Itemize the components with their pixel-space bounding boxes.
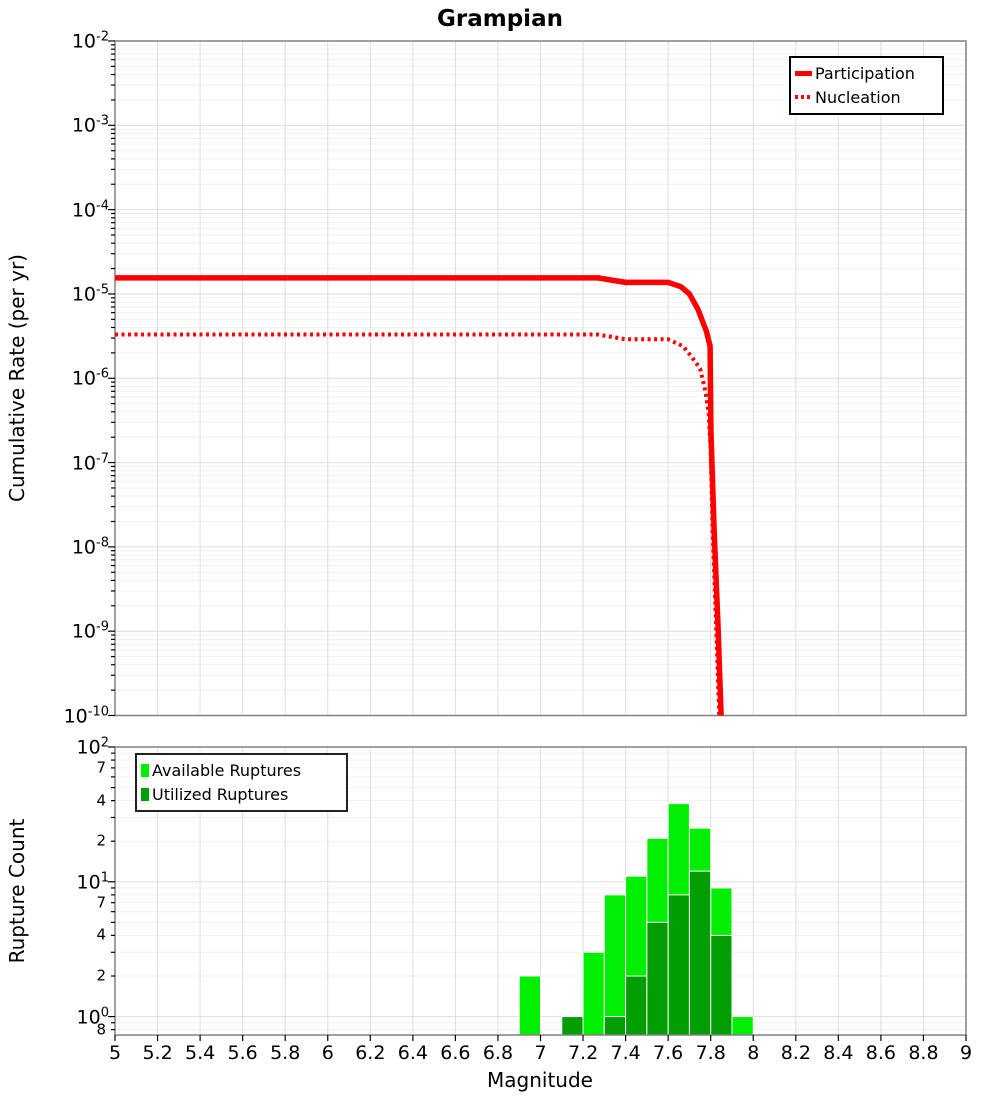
x-tick-label: 7.2 (567, 1042, 599, 1064)
x-tick-label: 7.6 (653, 1042, 684, 1064)
x-tick-label: 8.8 (908, 1042, 939, 1064)
available-ruptures-bar (603, 894, 627, 1036)
x-tick-label: 8.4 (823, 1042, 854, 1064)
nucleation-line (115, 332, 722, 716)
x-tick-label: 9 (959, 1042, 973, 1064)
available-ruptures-bar (731, 1016, 754, 1036)
utilized-ruptures-swatch-icon (141, 787, 149, 801)
x-tick-label: 6 (321, 1042, 334, 1064)
available-ruptures-bar (582, 951, 605, 1036)
figure-title: Grampian (437, 6, 563, 32)
legend-item-available-ruptures: Available Ruptures (141, 761, 342, 780)
utilized-ruptures-bar (646, 921, 669, 1036)
x-tick-label: 6.2 (355, 1042, 386, 1064)
y-tick-label: 10-3 (71, 113, 109, 137)
legend-item-utilized-ruptures: Utilized Ruptures (141, 785, 342, 804)
participation-line-swatch-icon (795, 71, 812, 77)
y-tick-label: 10-2 (71, 29, 109, 53)
y-tick-label: 10-6 (71, 366, 109, 390)
y-tick-label: 100 (76, 1004, 109, 1029)
x-tick-label: 8 (747, 1042, 760, 1064)
x-tick-label: 6.6 (440, 1042, 471, 1064)
available-ruptures-swatch-icon (141, 764, 149, 778)
utilized-ruptures-bar (603, 1016, 627, 1036)
nucleation-dotted-swatch-icon (795, 95, 812, 100)
x-tick-label: 5.4 (184, 1042, 216, 1064)
y-tick-label: 102 (76, 735, 109, 759)
rate-legend: Participation Nucleation (789, 56, 944, 115)
x-tick-label: 6.4 (397, 1042, 428, 1064)
utilized-ruptures-bar (710, 934, 733, 1036)
y-minor-tick-label: 7 (96, 893, 106, 912)
legend-label: Available Ruptures (152, 761, 302, 781)
x-tick-label: 5.8 (270, 1042, 301, 1064)
legend-item-nucleation: Nucleation (795, 88, 938, 107)
y-tick-label: 10-7 (71, 450, 109, 475)
y-minor-tick-label: 8 (96, 1020, 106, 1039)
y-tick-label: 101 (76, 870, 109, 894)
x-tick-label: 5.6 (227, 1042, 258, 1064)
x-tick-label: 7 (534, 1042, 547, 1064)
y-minor-tick-label: 4 (96, 791, 106, 810)
y-tick-label: 10-5 (71, 282, 109, 306)
legend-label: Participation (815, 64, 915, 84)
available-ruptures-bar (518, 975, 541, 1036)
x-axis-label: Magnitude (487, 1068, 593, 1092)
utilized-ruptures-bar (625, 975, 648, 1036)
y-tick-label: 10-9 (71, 619, 109, 643)
utilized-ruptures-bar (667, 894, 690, 1036)
count-legend: Available Ruptures Utilized Ruptures (135, 753, 348, 812)
y-tick-label: 10-10 (63, 703, 109, 728)
y-minor-tick-label: 7 (96, 758, 106, 777)
x-tick-label: 7.8 (695, 1042, 726, 1064)
x-tick-label: 5.2 (142, 1042, 173, 1064)
y-minor-tick-label: 2 (96, 831, 106, 850)
y-minor-tick-label: 2 (96, 966, 106, 985)
utilized-ruptures-bar (688, 870, 712, 1036)
x-tick-label: 8.2 (780, 1042, 811, 1064)
x-tick-label: 5 (108, 1042, 122, 1064)
legend-item-participation: Participation (795, 64, 938, 83)
x-tick-label: 7.4 (610, 1042, 641, 1064)
top-y-axis-label: Cumulative Rate (per yr) (5, 254, 29, 502)
y-minor-tick-label: 4 (96, 925, 106, 944)
y-tick-label: 10-8 (71, 535, 109, 559)
legend-label: Utilized Ruptures (152, 784, 289, 804)
x-tick-label: 8.6 (865, 1042, 896, 1064)
participation-line (115, 275, 724, 716)
y-tick-label: 10-4 (71, 197, 109, 222)
utilized-ruptures-bar (561, 1016, 584, 1036)
x-tick-label: 6.8 (482, 1042, 514, 1064)
bottom-y-axis-label: Rupture Count (5, 818, 29, 964)
legend-label: Nucleation (815, 87, 901, 107)
